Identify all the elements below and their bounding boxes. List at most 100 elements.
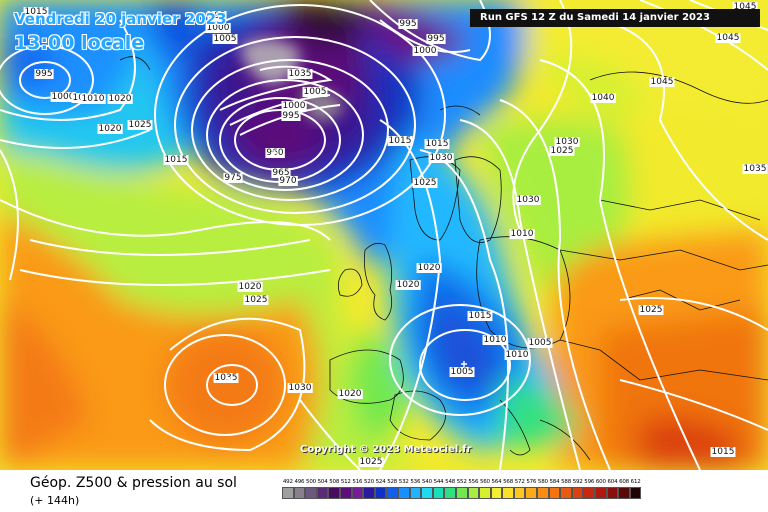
pressure-label-bg bbox=[358, 457, 384, 467]
legend-swatch bbox=[513, 487, 526, 499]
pressure-label: 995 bbox=[35, 69, 52, 79]
legend-value: 612 bbox=[630, 479, 641, 485]
forecast-range: (+ 144h) bbox=[30, 494, 80, 507]
legend-item: 516 bbox=[351, 478, 364, 504]
pressure-label: 1015 bbox=[469, 311, 492, 321]
copyright-notice: Copyright © 2023 Meteociel.fr bbox=[300, 444, 472, 455]
pressure-label-bg bbox=[34, 69, 54, 79]
pressure-label-bg bbox=[395, 280, 421, 290]
legend-item: 556 bbox=[467, 478, 480, 504]
pressure-label: 1030 bbox=[289, 383, 312, 393]
pressure-label-bg bbox=[449, 367, 475, 377]
legend-value: 544 bbox=[433, 479, 444, 485]
pressure-label: 1035 bbox=[289, 69, 312, 79]
legend-swatch bbox=[351, 487, 364, 499]
legend-value: 492 bbox=[282, 479, 293, 485]
map-title: Géop. Z500 & pression au sol bbox=[30, 475, 237, 491]
pressure-label-bg bbox=[107, 94, 133, 104]
pressure-label-bg bbox=[428, 153, 454, 163]
pressure-label-bg bbox=[742, 164, 768, 174]
pressure-label-bg bbox=[509, 229, 535, 239]
legend-swatch bbox=[490, 487, 503, 499]
pressure-label: 1020 bbox=[239, 282, 262, 292]
pressure-label: 995 bbox=[399, 19, 416, 29]
pressure-label-bg bbox=[223, 173, 243, 183]
legend-swatch bbox=[432, 487, 445, 499]
legend-value: 528 bbox=[387, 479, 398, 485]
legend-item: 596 bbox=[583, 478, 596, 504]
pressure-label-bg bbox=[549, 146, 575, 156]
legend-item: 508 bbox=[328, 478, 340, 504]
legend-value: 556 bbox=[468, 479, 479, 485]
legend-item: 600 bbox=[595, 478, 607, 504]
legend-swatch bbox=[618, 487, 630, 499]
pressure-label-bg bbox=[213, 373, 239, 383]
legend-swatch bbox=[467, 487, 480, 499]
forecast-local-time: 13:00 locale bbox=[14, 32, 145, 54]
legend-swatch bbox=[583, 487, 596, 499]
pressure-label-bg bbox=[387, 136, 413, 146]
legend-value: 496 bbox=[294, 479, 305, 485]
pressure-label: 1020 bbox=[99, 124, 122, 134]
pressure-label-bg bbox=[302, 87, 328, 97]
legend-value: 532 bbox=[398, 479, 409, 485]
pressure-label: 1000 bbox=[283, 101, 306, 111]
legend-value: 564 bbox=[491, 479, 502, 485]
pressure-label: 1025 bbox=[551, 146, 574, 156]
pressure-label-bg bbox=[281, 101, 307, 111]
pressure-label: 1010 bbox=[506, 350, 529, 360]
legend-swatch bbox=[328, 487, 340, 499]
legend-value: 572 bbox=[514, 479, 525, 485]
legend-item: 552 bbox=[455, 478, 468, 504]
pressure-label: 1020 bbox=[397, 280, 420, 290]
legend-item: 564 bbox=[490, 478, 503, 504]
pressure-label-bg bbox=[554, 137, 580, 147]
pressure-label-bg bbox=[243, 295, 269, 305]
pressure-label-bg bbox=[23, 7, 49, 17]
pressure-label-bg bbox=[50, 92, 76, 102]
pressure-label: 1015 bbox=[165, 155, 188, 165]
legend-value: 504 bbox=[317, 479, 328, 485]
isobars bbox=[0, 0, 768, 470]
pressure-label-bg bbox=[467, 311, 493, 321]
pressure-label-bg bbox=[732, 2, 758, 12]
legend-item: 568 bbox=[502, 478, 514, 504]
legend-swatch bbox=[571, 487, 584, 499]
legend-item: 544 bbox=[432, 478, 445, 504]
pressure-label-bg bbox=[278, 176, 298, 186]
legend-value: 520 bbox=[364, 479, 374, 485]
pressure-label-bg bbox=[504, 350, 530, 360]
pressure-label: 1030 bbox=[556, 137, 579, 147]
pressure-label-bg bbox=[715, 33, 741, 43]
legend-item: 584 bbox=[548, 478, 561, 504]
legend-swatch bbox=[293, 487, 306, 499]
pressure-label-bg bbox=[281, 111, 301, 121]
legend-value: 548 bbox=[445, 479, 456, 485]
legend-value: 608 bbox=[619, 479, 629, 485]
legend-swatch bbox=[479, 487, 491, 499]
legend-value: 552 bbox=[456, 479, 467, 485]
legend-item: 512 bbox=[339, 478, 352, 504]
legend-item: 532 bbox=[397, 478, 410, 504]
legend-item: 604 bbox=[606, 478, 619, 504]
pressure-label-bg bbox=[287, 383, 313, 393]
pressure-label-bg bbox=[482, 335, 508, 345]
pressure-label-bg bbox=[412, 46, 438, 56]
legend-value: 512 bbox=[340, 479, 351, 485]
legend-item: 500 bbox=[305, 478, 317, 504]
pressure-label: 1005 bbox=[304, 87, 327, 97]
pressure-label: 1020 bbox=[339, 389, 362, 399]
pressure-label: 995 bbox=[427, 34, 444, 44]
pressure-label-bg bbox=[271, 168, 291, 178]
pressure-label-bg bbox=[97, 124, 123, 134]
pressure-label-bg bbox=[426, 34, 446, 44]
pressure-label: 1030 bbox=[430, 153, 453, 163]
pressure-label: 1015 bbox=[426, 139, 449, 149]
pressure-label: 1005 bbox=[529, 338, 552, 348]
legend-value: 596 bbox=[584, 479, 595, 485]
legend-value: 576 bbox=[526, 479, 537, 485]
legend-swatch bbox=[595, 487, 607, 499]
legend-item: 580 bbox=[537, 478, 549, 504]
pressure-label: 1000 bbox=[414, 46, 437, 56]
